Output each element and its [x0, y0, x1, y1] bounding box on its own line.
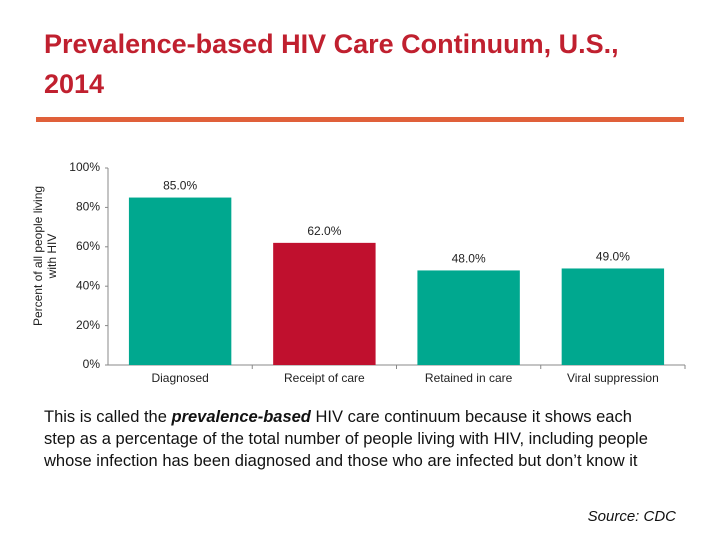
bar	[561, 268, 665, 365]
value-label: 48.0%	[452, 252, 486, 266]
value-label: 85.0%	[163, 179, 197, 193]
value-label: 49.0%	[596, 250, 630, 264]
y-tick-label: 20%	[76, 318, 100, 332]
source: Source: CDC	[587, 508, 676, 525]
y-tick-label: 80%	[76, 200, 100, 214]
y-tick-label: 60%	[76, 239, 100, 253]
chart: 0% 20% 40% 60% 80% 100% Diagnosed 85.0% Receipt …	[69, 160, 686, 385]
y-tick-label: 40%	[76, 278, 100, 292]
slide-title: Prevalence-based HIV Care Continuum, U.S…	[44, 29, 619, 99]
title-rule	[36, 117, 684, 122]
bar	[273, 242, 376, 365]
x-tick-label: Retained in care	[425, 371, 513, 385]
y-axis-label: Percent of all people living with HIV	[31, 185, 59, 327]
x-tick-label: Viral suppression	[567, 371, 659, 385]
bar	[417, 270, 520, 365]
body-text-part: HIV care continuum because it shows each…	[44, 408, 648, 470]
value-label: 62.0%	[307, 224, 341, 238]
x-tick-label: Diagnosed	[151, 371, 208, 385]
body-text-part: This is called the	[44, 408, 172, 426]
y-tick-label: 100%	[69, 160, 100, 174]
body-text-emphasis: prevalence-based	[171, 408, 311, 426]
x-tick-label: Receipt of care	[284, 371, 365, 385]
body-text: This is called the prevalence-based HIV …	[44, 406, 664, 472]
y-tick-label: 0%	[83, 357, 101, 371]
bar	[128, 197, 232, 365]
